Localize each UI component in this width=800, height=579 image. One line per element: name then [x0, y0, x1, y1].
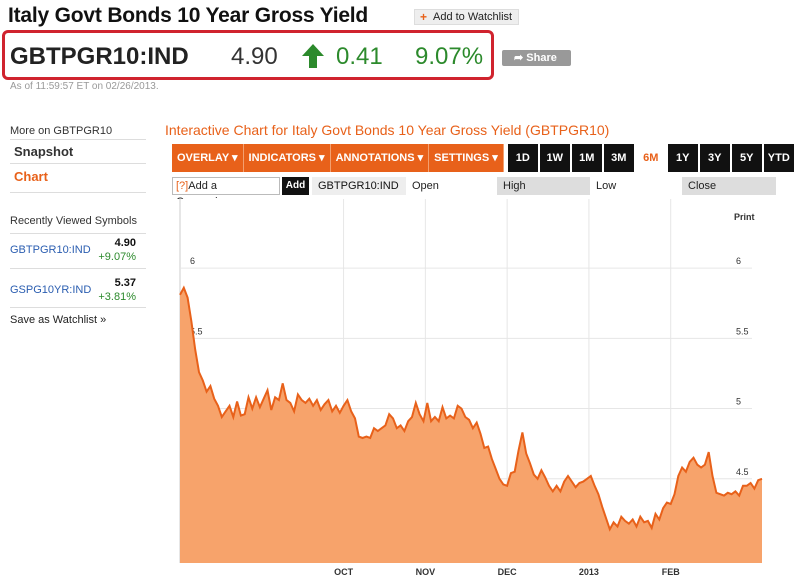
range-5y-button[interactable]: 5Y [731, 144, 762, 172]
page-title: Italy Govt Bonds 10 Year Gross Yield [8, 4, 369, 27]
high-readout: High [497, 177, 590, 195]
y-tick-label-right: 5 [736, 397, 741, 407]
recent-symbol-link[interactable]: GSPG10YR:IND [10, 284, 92, 296]
print-link[interactable]: Print [734, 212, 755, 222]
range-ytd-button[interactable]: YTD [763, 144, 794, 172]
add-comparison-input[interactable]: [?]Add a Comparison [172, 177, 280, 208]
x-tick-label: FEB [662, 567, 681, 577]
ticker-symbol: GBTPGR10:IND [10, 43, 189, 70]
range-1y-button[interactable]: 1Y [667, 144, 698, 172]
percent-change: 9.07% [415, 43, 484, 70]
y-tick-label-right: 5.5 [736, 326, 749, 336]
close-readout: Close [682, 177, 776, 195]
recent-symbol-value: 4.90 [114, 237, 136, 249]
save-as-watchlist-link[interactable]: Save as Watchlist » [10, 314, 107, 326]
share-label: Share [526, 52, 557, 64]
sidebar-item-chart[interactable]: Chart [14, 169, 48, 184]
range-3m-button[interactable]: 3M [603, 144, 634, 172]
last-price: 4.90 [231, 43, 278, 70]
indicators-menu-button[interactable]: INDICATORS ▾ [243, 144, 331, 172]
recent-symbol-link[interactable]: GBTPGR10:IND [10, 244, 91, 256]
share-icon: ➦ [514, 52, 527, 64]
legend-symbol: GBTPGR10:IND [312, 177, 406, 195]
sidebar-divider [10, 268, 146, 269]
range-1d-button[interactable]: 1D [507, 144, 538, 172]
overlay-menu-button[interactable]: OVERLAY ▾ [172, 144, 244, 172]
yield-line [179, 285, 763, 532]
y-tick-label-left: 6 [190, 256, 195, 266]
y-tick-label-left: 5.5 [190, 326, 203, 336]
sidebar-item-snapshot[interactable]: Snapshot [10, 140, 146, 164]
share-button[interactable]: ➦ Share [502, 50, 571, 66]
x-tick-label: 2013 [579, 567, 599, 577]
up-arrow-icon [302, 44, 324, 68]
low-readout: Low [596, 180, 617, 192]
chart-toolbar: OVERLAY ▾ INDICATORS ▾ ANNOTATIONS ▾ SET… [172, 144, 794, 172]
annotations-menu-button[interactable]: ANNOTATIONS ▾ [330, 144, 430, 172]
range-3y-button[interactable]: 3Y [699, 144, 730, 172]
range-6m-button[interactable]: 6M [635, 144, 666, 172]
recent-symbol-value: 5.37 [114, 277, 136, 289]
sidebar-heading: More on GBTPGR10 [10, 125, 113, 137]
open-readout: Open [412, 180, 439, 192]
x-tick-label: DEC [498, 567, 518, 577]
as-of-timestamp: As of 11:59:57 ET on 02/26/2013. [10, 81, 159, 92]
quote-highlight-box [2, 30, 494, 80]
range-1m-button[interactable]: 1M [571, 144, 602, 172]
add-to-watchlist-button[interactable]: + Add to Watchlist [414, 9, 520, 25]
plus-icon: + [420, 10, 428, 24]
recent-symbol-change: +3.81% [98, 291, 136, 303]
sidebar-divider [10, 307, 146, 308]
sidebar-divider [10, 139, 146, 140]
recent-symbol-change: +9.07% [98, 251, 136, 263]
y-tick-label-right: 6 [736, 256, 741, 266]
x-tick-label: OCT [334, 567, 354, 577]
chart-title: Interactive Chart for Italy Govt Bonds 1… [165, 122, 610, 138]
x-tick-label: NOV [416, 567, 436, 577]
settings-menu-button[interactable]: SETTINGS ▾ [429, 144, 504, 172]
y-tick-label-right: 4.5 [736, 467, 749, 477]
recent-symbols-heading: Recently Viewed Symbols [10, 215, 137, 227]
range-selector: 1D 1W 1M 3M 6M 1Y 3Y 5Y YTD [506, 144, 794, 172]
help-icon[interactable]: [?] [176, 180, 189, 192]
add-comparison-button[interactable]: Add [282, 177, 309, 195]
sidebar-divider [10, 192, 146, 193]
watchlist-label: Add to Watchlist [433, 11, 513, 23]
price-change: 0.41 [336, 43, 383, 70]
range-1w-button[interactable]: 1W [539, 144, 570, 172]
sidebar-divider [10, 233, 146, 234]
